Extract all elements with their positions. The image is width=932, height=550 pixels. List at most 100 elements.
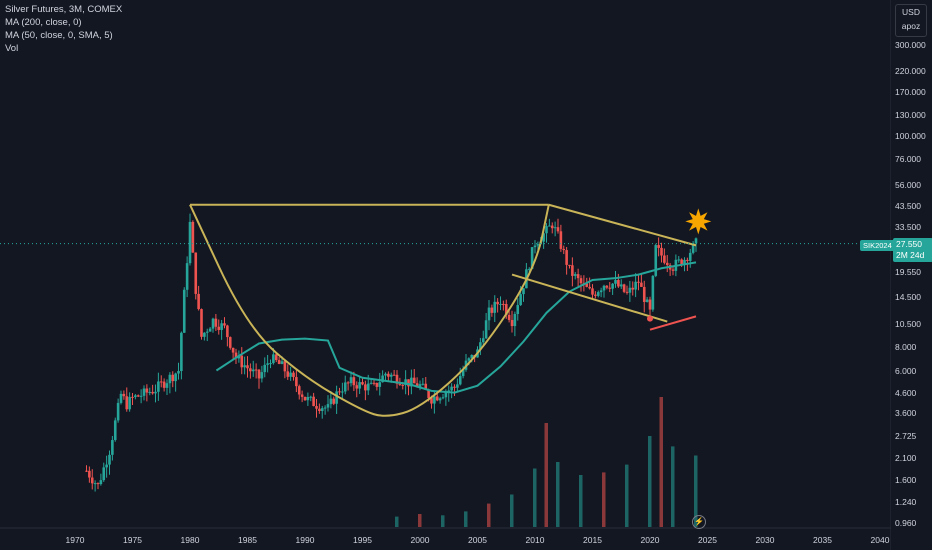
candle-body [208, 328, 212, 332]
countdown: 2M 24d [896, 250, 925, 260]
candle-body [548, 225, 551, 227]
candle-body [162, 381, 166, 388]
candle-body [148, 391, 152, 393]
volume-bar [659, 397, 663, 527]
candle-body [200, 309, 203, 337]
currency-selector[interactable]: USD apoz [895, 4, 927, 37]
candle-body [671, 269, 675, 271]
candle-body [332, 398, 336, 404]
candle-body [479, 342, 482, 350]
candle-body [680, 259, 683, 266]
candle-body [349, 377, 353, 384]
volume-bar [602, 472, 606, 527]
legend-symbol[interactable]: Silver Futures, 3M, COMEX [5, 4, 123, 15]
candle-body [323, 407, 327, 409]
candle-body [688, 252, 692, 261]
x-tick-label: 1980 [180, 535, 200, 545]
volume-bar [510, 494, 514, 527]
volume-bar [441, 515, 445, 527]
candle-body [283, 361, 287, 372]
candle-body [93, 483, 97, 485]
candle-body [622, 284, 626, 292]
y-tick-label: 100.000 [895, 131, 926, 142]
candle-body [481, 338, 485, 343]
y-tick-label: 300.000 [895, 40, 926, 50]
candle-body [355, 385, 359, 389]
candle-body [226, 325, 229, 338]
candle-body [303, 396, 307, 401]
candle-body [559, 231, 563, 249]
candle-body [185, 263, 189, 290]
candle-body [530, 247, 534, 269]
candle-body [280, 361, 284, 364]
x-tick-label: 2000 [410, 535, 430, 545]
volume-bar [556, 462, 560, 527]
x-tick-label: 1975 [123, 535, 142, 545]
symbol-badge: SIK2024 [860, 240, 895, 251]
lightning-icon[interactable]: ⚡ [692, 515, 706, 529]
candle-body [128, 396, 131, 410]
candle-body [174, 373, 177, 382]
candle-body [171, 374, 175, 382]
candle-body [211, 318, 215, 329]
candle-body [461, 369, 465, 377]
ma50-line [215, 261, 697, 394]
price-axis[interactable] [891, 0, 932, 550]
mode-label: apoz [901, 21, 921, 31]
candle-body [602, 285, 606, 291]
candle-body [456, 384, 459, 388]
y-tick-label: 10.500 [895, 318, 921, 329]
candle-body [404, 379, 407, 386]
candle-body [645, 299, 649, 302]
candle-body [395, 374, 399, 384]
candle-body [254, 369, 258, 371]
candle-body [366, 383, 370, 391]
candle-body [246, 365, 249, 369]
candle-body [157, 381, 160, 392]
legend-ma200[interactable]: MA (200, close, 0) [5, 17, 82, 28]
candle-body [654, 245, 658, 276]
volume-bar [544, 423, 548, 527]
candle-body [571, 265, 574, 276]
candle-body [694, 238, 698, 244]
candle-body [251, 369, 255, 372]
candle-body [427, 389, 430, 399]
candle-body [410, 377, 413, 387]
candle-body [338, 391, 341, 393]
y-tick-label: 56.000 [895, 179, 921, 190]
legend-vol[interactable]: Vol [5, 43, 19, 54]
candle-body [96, 483, 100, 485]
candle-body [470, 354, 474, 359]
y-tick-label: 4.600 [895, 387, 917, 398]
candle-body [433, 396, 436, 404]
candle-body [553, 227, 557, 229]
candle-body [450, 386, 453, 391]
y-tick-label: 130.000 [895, 109, 926, 120]
volume-bar [395, 516, 399, 527]
candle-body [136, 395, 140, 397]
candle-body [154, 391, 157, 394]
candle-body [660, 247, 663, 256]
candle-body [605, 285, 609, 288]
x-tick-label: 2025 [698, 535, 717, 545]
candle-body [619, 284, 623, 287]
candle-body [596, 292, 600, 296]
candle-body [438, 398, 442, 401]
candle-body [617, 279, 620, 287]
candle-body [234, 352, 238, 359]
candle-body [504, 303, 508, 315]
chart-legend: Silver Futures, 3M, COMEX MA (200, close… [5, 3, 122, 55]
candle-body [415, 383, 419, 388]
candle-body [240, 355, 244, 368]
candle-body [220, 323, 223, 330]
y-tick-label: 1.240 [895, 496, 917, 507]
candle-body [88, 470, 91, 478]
legend-ma50[interactable]: MA (50, close, 0, SMA, 5) [5, 30, 113, 41]
y-tick-label: 0.960 [895, 518, 917, 528]
candle-body [628, 287, 632, 293]
candle-body [444, 392, 448, 398]
candle-body [364, 384, 367, 391]
y-tick-label: 2.100 [895, 452, 917, 463]
y-tick-label: 43.500 [895, 200, 921, 211]
